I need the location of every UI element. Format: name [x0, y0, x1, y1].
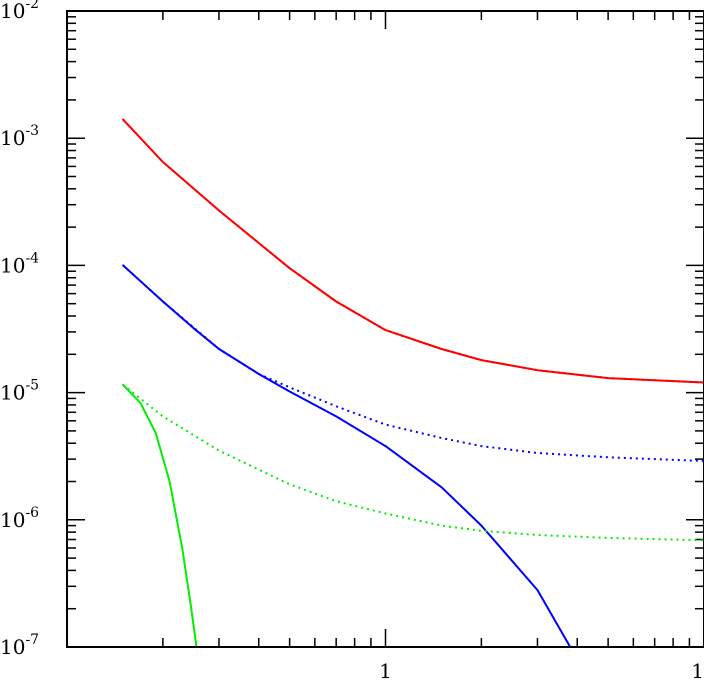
series-line-4-dotted — [122, 264, 704, 462]
series-layer — [122, 118, 704, 648]
y-tick-label: 10-6 — [0, 505, 39, 532]
y-tick-label: 10-7 — [0, 632, 39, 659]
x-tick-label: 10 — [691, 659, 704, 680]
y-tick-label: 10-5 — [0, 378, 39, 405]
series-line-5-solid — [122, 383, 198, 648]
x-tick-label: 1 — [379, 659, 392, 680]
series-line-3-solid — [122, 264, 572, 648]
y-tick-label: 10-2 — [0, 0, 39, 23]
y-tick-label: 10-4 — [0, 250, 39, 277]
series-line-2-dotted — [122, 118, 704, 384]
plot-frame — [66, 10, 704, 648]
y-tick-label: 10-3 — [0, 123, 39, 150]
series-line-6-dotted — [122, 384, 704, 542]
